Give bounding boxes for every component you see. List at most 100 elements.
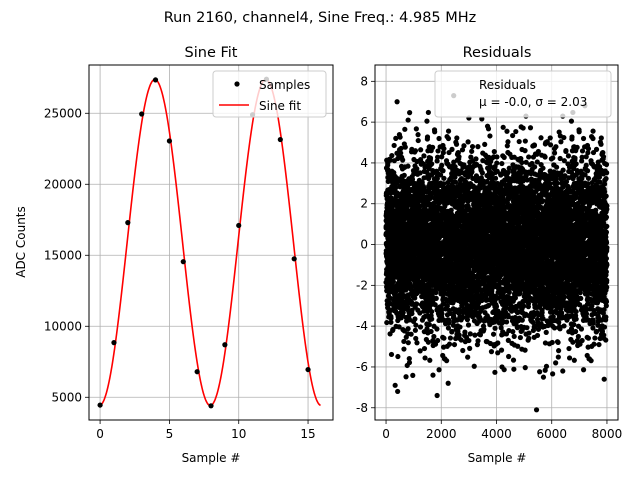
- residual-point: [415, 137, 421, 144]
- residual-point: [412, 148, 419, 154]
- residual-point: [425, 109, 431, 116]
- residual-point: [482, 141, 488, 148]
- sample-point: [125, 220, 131, 226]
- residual-point: [388, 351, 395, 358]
- residual-point: [433, 295, 439, 302]
- residual-point: [418, 147, 424, 153]
- residual-point: [391, 142, 397, 149]
- residual-point: [406, 356, 412, 362]
- residual-point: [436, 367, 442, 373]
- residual-point: [424, 134, 431, 140]
- residual-point: [516, 138, 522, 145]
- residual-point: [498, 347, 505, 353]
- residual-point: [390, 326, 396, 333]
- sample-point: [97, 402, 103, 408]
- sample-point: [236, 222, 242, 229]
- residual-point: [454, 135, 460, 141]
- residual-point: [445, 128, 452, 134]
- residual-point: [401, 346, 407, 352]
- residual-point: [495, 340, 501, 346]
- residual-point: [408, 331, 414, 337]
- residual-point: [395, 353, 401, 360]
- residual-point: [446, 341, 453, 347]
- residual-point: [499, 160, 505, 167]
- sample-point: [139, 111, 145, 117]
- residual-point: [393, 185, 399, 191]
- residual-point: [492, 325, 498, 331]
- sample-point: [111, 340, 117, 346]
- residual-point: [402, 126, 408, 132]
- residual-point: [389, 153, 395, 159]
- residual-point: [427, 357, 433, 363]
- residual-point: [428, 328, 434, 335]
- residual-point: [429, 161, 435, 167]
- residual-point: [452, 179, 459, 185]
- sine-fit-xlabel: Sample #: [182, 451, 241, 465]
- sample-point: [291, 256, 297, 262]
- residual-point: [441, 335, 447, 341]
- residual-point: [439, 162, 445, 168]
- residual-point: [417, 324, 424, 330]
- residual-point: [441, 175, 447, 181]
- residual-point: [487, 133, 493, 139]
- residual-point: [417, 170, 423, 176]
- residual-point: [425, 339, 431, 345]
- residual-point: [493, 303, 500, 310]
- residual-point: [432, 129, 438, 135]
- residual-point: [401, 338, 407, 345]
- residual-point: [413, 322, 419, 328]
- residual-point: [427, 155, 434, 161]
- residual-point: [488, 349, 495, 355]
- residual-point: [412, 295, 418, 301]
- residual-point: [491, 149, 497, 155]
- residual-point: [472, 332, 478, 338]
- residual-point: [441, 146, 447, 152]
- residual-point: [406, 359, 413, 366]
- residual-point: [402, 144, 408, 150]
- residual-point: [462, 329, 468, 335]
- sample-point: [194, 369, 200, 375]
- residual-point: [465, 322, 472, 328]
- residual-point: [388, 315, 394, 321]
- legend-samples-marker: [234, 81, 240, 87]
- sample-point: [277, 136, 283, 143]
- residual-point: [517, 334, 523, 341]
- residual-point: [398, 145, 404, 151]
- residual-point: [422, 355, 428, 361]
- residual-point: [413, 335, 419, 342]
- residual-point: [414, 166, 420, 172]
- residual-point: [412, 327, 418, 333]
- residual-point: [449, 146, 455, 152]
- residual-point: [444, 358, 450, 364]
- residual-point: [506, 353, 512, 360]
- residual-point: [405, 340, 411, 346]
- residuals-points: [383, 93, 610, 413]
- sample-point: [208, 403, 214, 409]
- residual-point: [393, 135, 399, 141]
- sine-fit-x-tick-label: 5: [166, 427, 174, 441]
- residual-point: [414, 340, 420, 346]
- residual-point: [436, 135, 442, 142]
- residual-point: [500, 124, 506, 130]
- residual-point: [494, 154, 500, 160]
- residual-point: [440, 168, 446, 174]
- residual-point: [503, 319, 510, 325]
- residual-point: [469, 143, 476, 150]
- residual-point: [456, 332, 462, 338]
- residual-point: [492, 369, 498, 375]
- residual-point: [504, 128, 510, 134]
- residual-point: [457, 324, 463, 330]
- residual-point: [384, 319, 390, 326]
- residual-point: [460, 314, 466, 320]
- residual-point: [387, 157, 393, 163]
- residual-point: [433, 290, 439, 296]
- residual-point: [466, 337, 472, 344]
- sample-point: [180, 259, 186, 265]
- residual-point: [424, 326, 430, 332]
- residual-point: [473, 156, 479, 162]
- residual-point: [446, 320, 452, 326]
- residual-point: [397, 134, 403, 140]
- residual-point: [434, 326, 440, 332]
- residual-point: [396, 324, 402, 330]
